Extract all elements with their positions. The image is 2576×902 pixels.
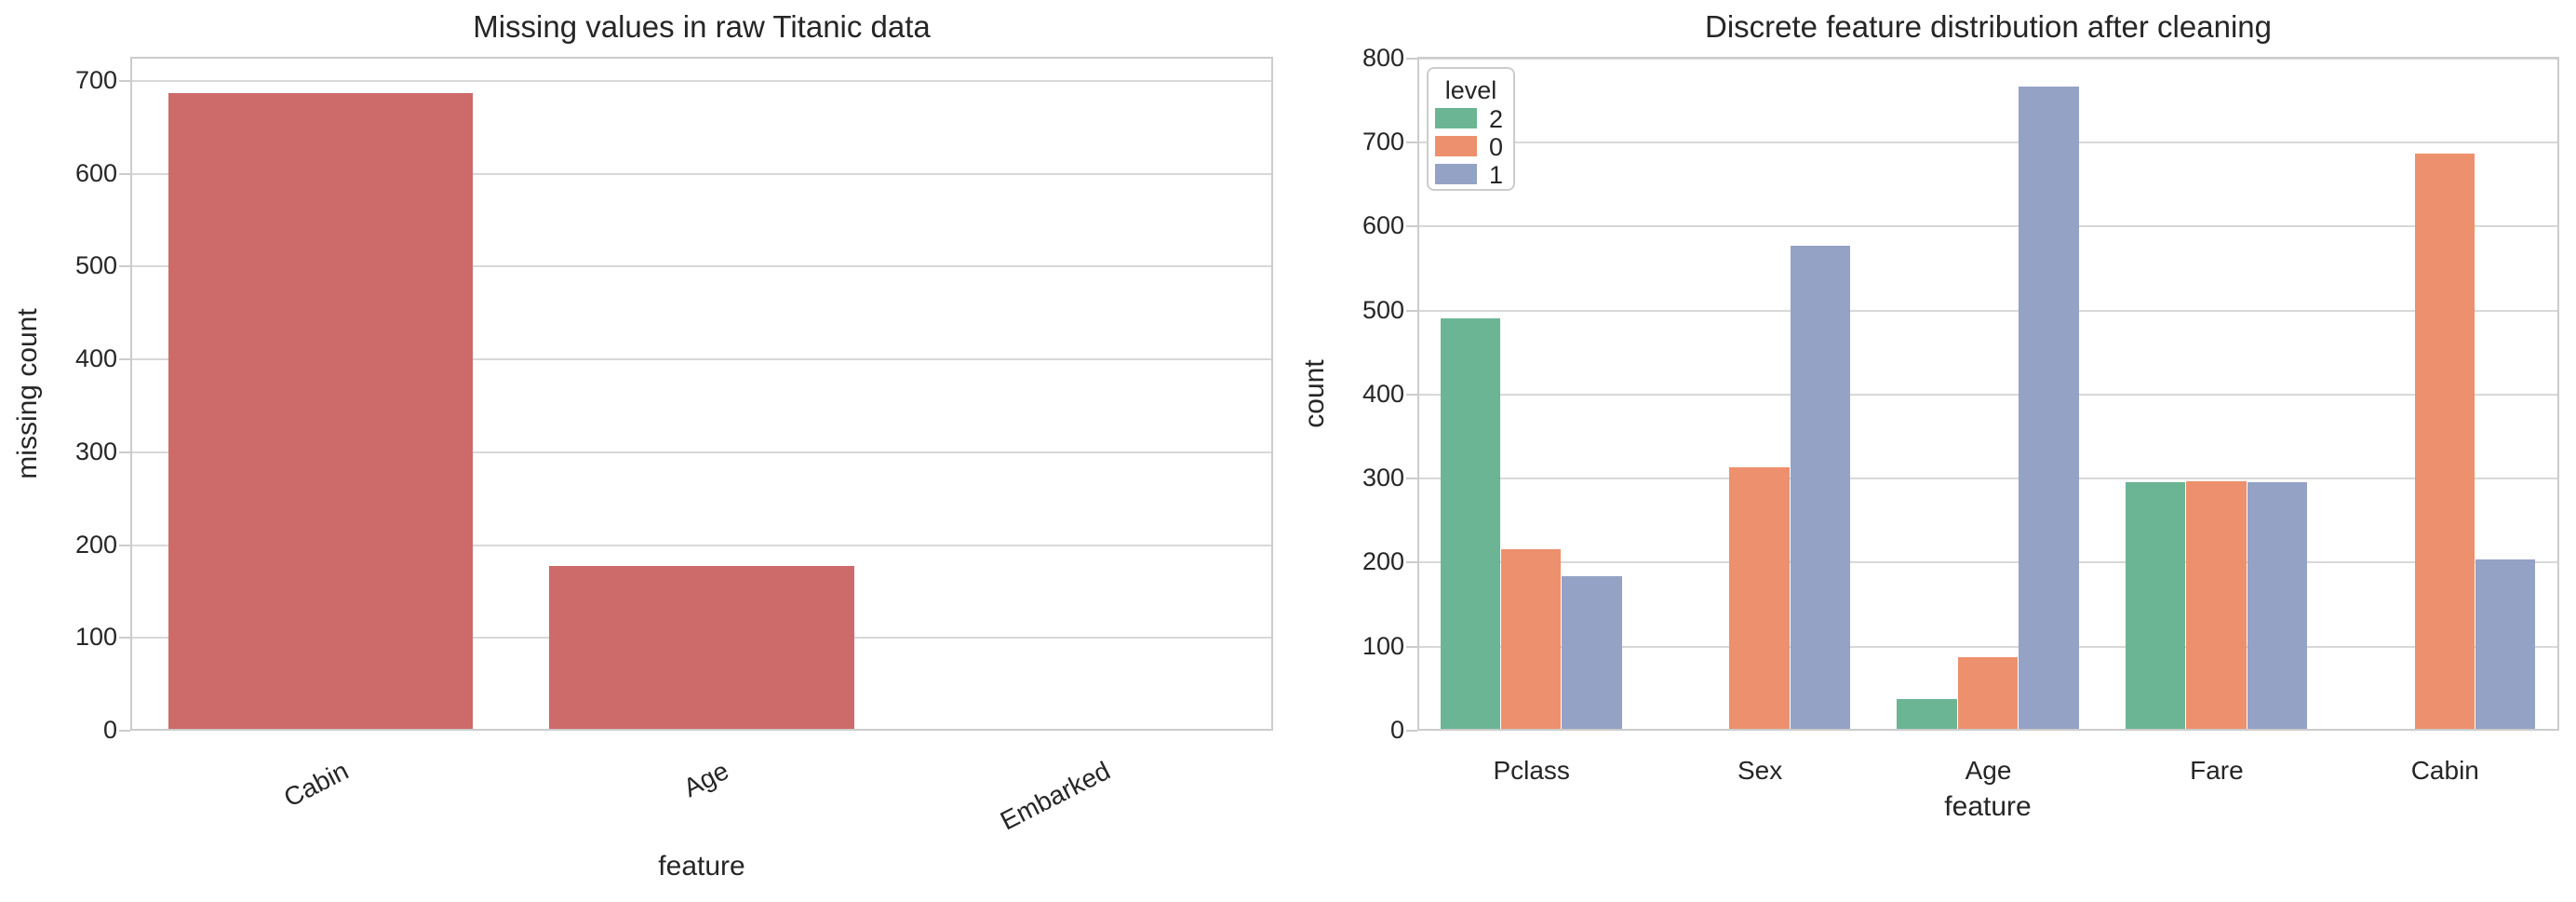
y-tick-label: 700: [1362, 128, 1404, 156]
legend-entry-0: 0: [1435, 133, 1509, 161]
x-tick-label-sex: Sex: [1737, 756, 1783, 785]
legend-label-2: 2: [1489, 105, 1504, 133]
bar-cabin: [168, 92, 474, 731]
bar-fare-level-1: [2247, 481, 2308, 731]
bar-cabin-level-0: [2414, 153, 2475, 731]
y-tick-label: 100: [74, 623, 117, 652]
y-tick-label: 400: [74, 344, 117, 373]
bar-sex-level-0: [1729, 466, 1790, 731]
y-tick-mark: [1406, 478, 1417, 480]
y-gridline: [1417, 141, 2559, 144]
bar-fare-level-0: [2186, 480, 2247, 731]
y-tick-mark: [1406, 141, 1417, 144]
legend-entry-2: 2: [1435, 105, 1509, 133]
y-tick-mark: [119, 358, 130, 361]
y-gridline: [130, 172, 1273, 175]
legend-swatch-1: [1435, 164, 1477, 184]
y-tick-mark: [119, 637, 130, 639]
y-tick-mark: [119, 730, 130, 732]
y-tick-mark: [119, 265, 130, 268]
y-gridline: [1417, 309, 2559, 312]
bar-cabin-level-1: [2475, 559, 2536, 731]
legend-swatch-2: [1435, 108, 1477, 128]
legend-title: level: [1444, 76, 1497, 104]
legend-label-0: 0: [1489, 133, 1504, 161]
y-gridline: [1417, 561, 2559, 564]
x-tick-label-cabin: Cabin: [2410, 756, 2479, 785]
y-tick-label: 600: [1362, 211, 1404, 240]
y-tick-mark: [1406, 309, 1417, 312]
y-tick-mark: [1406, 225, 1417, 228]
y-tick-mark: [1406, 730, 1417, 732]
x-tick-label-pclass: Pclass: [1493, 756, 1570, 785]
y-gridline: [130, 544, 1273, 546]
y-gridline: [130, 79, 1273, 82]
y-tick-label: 400: [1362, 379, 1404, 408]
y-tick-mark: [1406, 645, 1417, 648]
y-tick-mark: [1406, 561, 1417, 564]
bar-sex-level-1: [1790, 246, 1851, 731]
y-tick-label: 800: [1362, 43, 1404, 72]
x-tick-label-age: Age: [678, 756, 734, 803]
bar-pclass-level-2: [1440, 317, 1500, 731]
right-x-axis-label: feature: [1944, 791, 2032, 822]
bar-age-level-2: [1897, 698, 1957, 731]
bar-pclass-level-0: [1500, 549, 1562, 731]
y-tick-label: 200: [74, 530, 117, 559]
y-gridline: [1417, 645, 2559, 648]
left-axes-frame: [130, 57, 1273, 731]
y-gridline: [1417, 225, 2559, 228]
y-tick-label: 0: [102, 716, 117, 744]
y-tick-mark: [119, 172, 130, 175]
x-tick-label-embarked: Embarked: [995, 756, 1115, 836]
y-tick-label: 300: [74, 437, 117, 465]
left-chart-title: Missing values in raw Titanic data: [473, 9, 931, 44]
y-gridline: [130, 451, 1273, 453]
y-tick-label: 600: [74, 158, 117, 187]
y-tick-label: 0: [1389, 716, 1404, 744]
y-tick-label: 700: [74, 65, 117, 94]
legend-label-1: 1: [1489, 161, 1504, 189]
bar-fare-level-2: [2125, 481, 2186, 731]
y-gridline: [130, 265, 1273, 268]
y-tick-label: 100: [1362, 631, 1404, 660]
y-tick-mark: [119, 451, 130, 453]
legend-entry-1: 1: [1435, 161, 1509, 189]
bar-age-level-0: [1957, 657, 2019, 731]
y-gridline: [130, 358, 1273, 361]
y-tick-mark: [119, 544, 130, 546]
bar-pclass-level-1: [1562, 575, 1622, 731]
y-gridline: [1417, 478, 2559, 480]
y-gridline: [1417, 393, 2559, 396]
x-tick-label-age: Age: [1965, 756, 2012, 785]
x-tick-label-fare: Fare: [2190, 756, 2244, 785]
y-tick-mark: [1406, 393, 1417, 396]
y-tick-label: 300: [1362, 464, 1404, 492]
y-tick-mark: [119, 79, 130, 82]
legend-swatch-0: [1435, 136, 1477, 156]
y-tick-mark: [1406, 57, 1417, 60]
right-chart-title: Discrete feature distribution after clea…: [1705, 9, 2272, 44]
bar-age: [549, 566, 854, 731]
x-tick-label-cabin: Cabin: [278, 756, 353, 813]
left-x-axis-label: feature: [658, 851, 745, 882]
right-axes-frame: [1417, 57, 2559, 731]
y-tick-label: 500: [1362, 295, 1404, 324]
bar-age-level-1: [2019, 87, 2079, 731]
y-tick-label: 500: [74, 251, 117, 280]
y-tick-label: 200: [1362, 547, 1404, 576]
